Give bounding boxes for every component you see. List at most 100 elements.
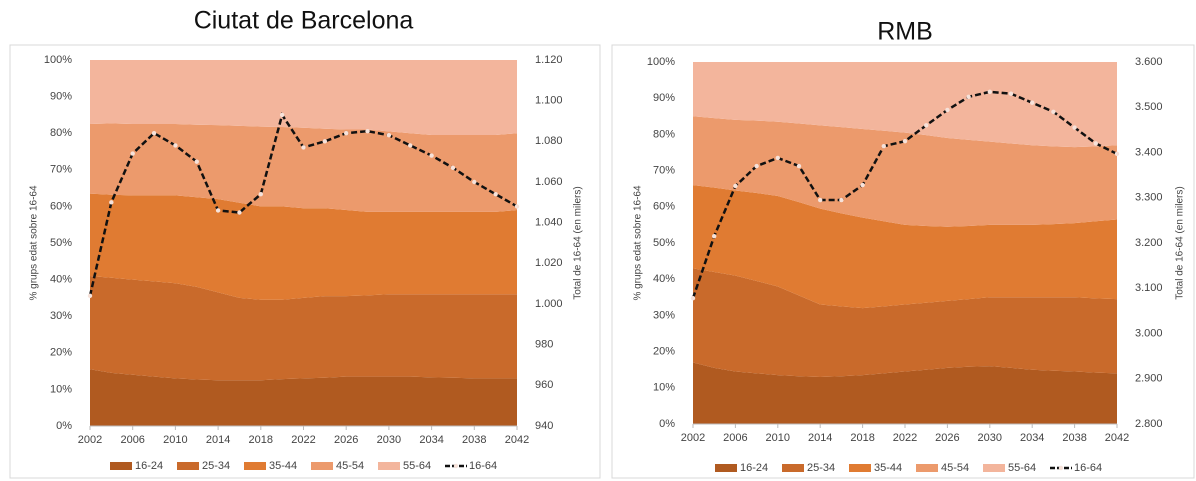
y2-axis-label: Total de 16-64 (en milers): [1175, 186, 1186, 299]
y2-tick-label: 1.040: [535, 217, 563, 229]
area: [90, 193, 517, 300]
area: [693, 62, 1117, 148]
x-tick-label: 2042: [505, 434, 529, 446]
line-point: [966, 94, 971, 100]
y-tick-label: 90%: [653, 92, 675, 104]
y-tick-label: 80%: [50, 127, 72, 139]
line-point: [408, 143, 413, 148]
legend-swatch: [177, 462, 199, 470]
legend-label: 25-34: [807, 462, 835, 474]
legend-label: 35-44: [269, 460, 297, 472]
y2-tick-label: 1.060: [535, 176, 563, 188]
legend-swatch: [1058, 465, 1064, 471]
line-point: [237, 210, 242, 215]
y-tick-label: 90%: [50, 91, 72, 103]
legend-label: 16-24: [740, 462, 768, 474]
line-point: [429, 153, 434, 158]
line-point: [514, 204, 520, 209]
x-tick-label: 2034: [1020, 432, 1044, 444]
x-tick-label: 2018: [850, 432, 874, 444]
legend-label: 55-64: [1008, 462, 1036, 474]
y-tick-label: 40%: [653, 273, 675, 285]
y2-tick-label: 2.800: [1135, 418, 1163, 430]
chart-title: Ciutat de Barcelona: [194, 7, 414, 35]
y2-tick-label: 3.400: [1135, 146, 1163, 158]
y-tick-label: 60%: [653, 201, 675, 213]
x-tick-label: 2038: [462, 434, 486, 446]
legend-label: 35-44: [874, 462, 902, 474]
legend-label: 45-54: [336, 460, 364, 472]
y-axis-label: % grups edat sobre 16-64: [633, 185, 644, 301]
line-point: [818, 197, 823, 203]
x-tick-label: 2034: [419, 434, 443, 446]
x-tick-label: 2010: [766, 432, 790, 444]
line-point: [881, 143, 886, 149]
y-tick-label: 30%: [653, 309, 675, 321]
y-tick-label: 20%: [50, 347, 72, 359]
line-point: [860, 182, 865, 188]
y-tick-label: 0%: [659, 418, 675, 430]
x-tick-label: 2030: [978, 432, 1002, 444]
y2-tick-label: 3.300: [1135, 192, 1163, 204]
line-point: [386, 133, 392, 138]
legend-label: 16-64: [1074, 462, 1102, 474]
area: [90, 275, 517, 381]
y-tick-label: 50%: [653, 237, 675, 249]
y-tick-label: 100%: [44, 54, 72, 66]
x-tick-label: 2014: [808, 432, 832, 444]
y-tick-label: 80%: [653, 128, 675, 140]
x-tick-label: 2006: [723, 432, 747, 444]
x-tick-label: 2006: [120, 434, 144, 446]
y2-tick-label: 960: [535, 379, 553, 391]
x-tick-label: 2026: [334, 434, 358, 446]
legend-label: 16-64: [469, 460, 497, 472]
y-tick-label: 40%: [50, 274, 72, 286]
line-point: [712, 234, 717, 239]
line-point: [945, 107, 950, 113]
y-tick-label: 60%: [50, 200, 72, 212]
line-point: [173, 143, 178, 148]
x-tick-label: 2026: [935, 432, 959, 444]
line-point: [301, 145, 306, 150]
line-point: [1008, 91, 1014, 96]
line-point: [151, 131, 157, 136]
legend-swatch: [110, 462, 132, 470]
line-point: [109, 200, 114, 205]
legend-label: 16-24: [135, 460, 163, 472]
y-tick-label: 100%: [647, 56, 675, 68]
x-tick-label: 2002: [78, 434, 102, 446]
legend-swatch: [983, 464, 1005, 472]
line-point: [839, 197, 844, 203]
legend-swatch: [453, 463, 459, 469]
x-tick-label: 2042: [1105, 432, 1129, 444]
line-point: [775, 155, 780, 161]
legend-swatch: [849, 464, 871, 472]
line-point: [493, 192, 498, 197]
y2-tick-label: 1.120: [535, 54, 563, 66]
area: [693, 116, 1117, 227]
legend-swatch: [916, 464, 938, 472]
y2-tick-label: 3.100: [1135, 282, 1163, 294]
line-point: [924, 123, 929, 128]
legend-label: 25-34: [202, 460, 230, 472]
line-point: [1051, 109, 1056, 114]
legend-swatch: [378, 462, 400, 470]
y-tick-label: 10%: [653, 382, 675, 394]
line-point: [215, 208, 221, 213]
legend-label: 45-54: [941, 462, 969, 474]
x-tick-label: 2010: [163, 434, 187, 446]
y-tick-label: 10%: [50, 383, 72, 395]
line-point: [796, 163, 802, 169]
line-point: [690, 296, 696, 301]
line-point: [472, 179, 477, 185]
x-tick-label: 2018: [249, 434, 273, 446]
line-point: [279, 112, 285, 118]
legend-swatch: [715, 464, 737, 472]
area: [693, 185, 1117, 309]
y2-tick-label: 3.200: [1135, 237, 1163, 249]
y2-tick-label: 1.100: [535, 95, 563, 107]
chart-frame: [9, 44, 601, 479]
line-point: [733, 183, 738, 189]
chart-frame: [611, 44, 1195, 479]
